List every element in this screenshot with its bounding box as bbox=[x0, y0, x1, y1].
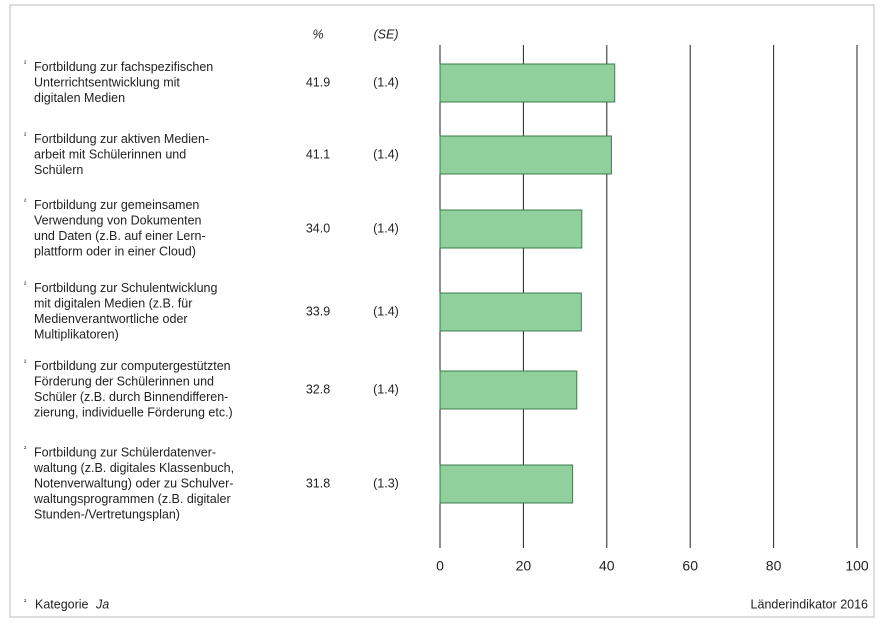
se-label: (1.4) bbox=[373, 382, 399, 396]
bar bbox=[439, 63, 616, 103]
category-label: Fortbildung zur fachspezifischen bbox=[34, 60, 213, 74]
category-label: Verwendung von Dokumenten bbox=[34, 214, 202, 228]
category-label: Fortbildung zur computergestützten bbox=[34, 359, 231, 373]
bar bbox=[439, 464, 574, 504]
category-label: Medienverantwortliche oder bbox=[34, 312, 188, 326]
value-label: 31.8 bbox=[306, 476, 330, 490]
footnote: Kategorie bbox=[35, 597, 89, 611]
value-label: 33.9 bbox=[306, 304, 330, 318]
category-label: Schüler (z.B. durch Binnendifferen- bbox=[34, 390, 228, 404]
bar bbox=[439, 135, 612, 175]
category-label: Stunden-/Vertretungsplan) bbox=[34, 507, 180, 521]
category-label: Multiplikatoren) bbox=[34, 328, 119, 342]
se-label: (1.4) bbox=[373, 75, 399, 89]
x-tick-label: 60 bbox=[682, 558, 698, 574]
footnote-marker: ² bbox=[24, 199, 27, 206]
category-label: Fortbildung zur Schülerdatenver- bbox=[34, 445, 216, 459]
category-label: Fortbildung zur aktiven Medien- bbox=[34, 132, 209, 146]
value-label: 41.9 bbox=[306, 75, 330, 89]
x-tick-label: 100 bbox=[845, 558, 869, 574]
footnote-emphasis: Ja bbox=[95, 597, 109, 611]
se-label: (1.4) bbox=[373, 304, 399, 318]
category-label: arbeit mit Schülerinnen und bbox=[34, 147, 186, 161]
se-label: (1.4) bbox=[373, 221, 399, 235]
category-label: Fortbildung zur gemeinsamen bbox=[34, 198, 199, 212]
footnote-marker: ² bbox=[24, 446, 27, 453]
source: Länderindikator 2016 bbox=[751, 597, 868, 611]
x-tick-label: 80 bbox=[766, 558, 782, 574]
footnote-marker: ² bbox=[24, 599, 27, 606]
category-label: digitalen Medien bbox=[34, 91, 125, 105]
category-label: Unterrichtsentwicklung mit bbox=[34, 75, 180, 89]
category-label: zierung, individuelle Förderung etc.) bbox=[34, 406, 233, 420]
se-label: (1.3) bbox=[373, 476, 399, 490]
category-label: waltung (z.B. digitales Klassenbuch, bbox=[33, 461, 234, 475]
frame bbox=[9, 4, 875, 618]
category-label: mit digitalen Medien (z.B. für bbox=[34, 297, 192, 311]
value-label: 34.0 bbox=[306, 221, 330, 235]
category-label: Schülern bbox=[34, 163, 83, 177]
x-tick-label: 40 bbox=[599, 558, 615, 574]
x-tick-label: 20 bbox=[516, 558, 532, 574]
column-header: % bbox=[312, 27, 323, 41]
value-label: 41.1 bbox=[306, 147, 330, 161]
category-label: Förderung der Schülerinnen und bbox=[34, 375, 214, 389]
footnote-marker: ² bbox=[24, 360, 27, 367]
bar bbox=[439, 292, 582, 332]
category-label: Notenverwaltung) oder zu Schulver- bbox=[34, 476, 233, 490]
category-label: waltungsprogrammen (z.B. digitaler bbox=[33, 492, 231, 506]
category-label: und Daten (z.B. auf einer Lern- bbox=[34, 229, 206, 243]
footnote-marker: ² bbox=[24, 132, 27, 139]
footnote-marker: ² bbox=[24, 282, 27, 289]
category-label: Fortbildung zur Schulentwicklung bbox=[34, 281, 217, 295]
bar bbox=[439, 209, 583, 249]
footnote-marker: ² bbox=[24, 60, 27, 67]
column-header: (SE) bbox=[374, 27, 399, 41]
se-label: (1.4) bbox=[373, 147, 399, 161]
value-label: 32.8 bbox=[306, 382, 330, 396]
category-label: plattform oder in einer Cloud) bbox=[34, 245, 196, 259]
x-tick-label: 0 bbox=[436, 558, 444, 574]
bar bbox=[439, 370, 578, 410]
